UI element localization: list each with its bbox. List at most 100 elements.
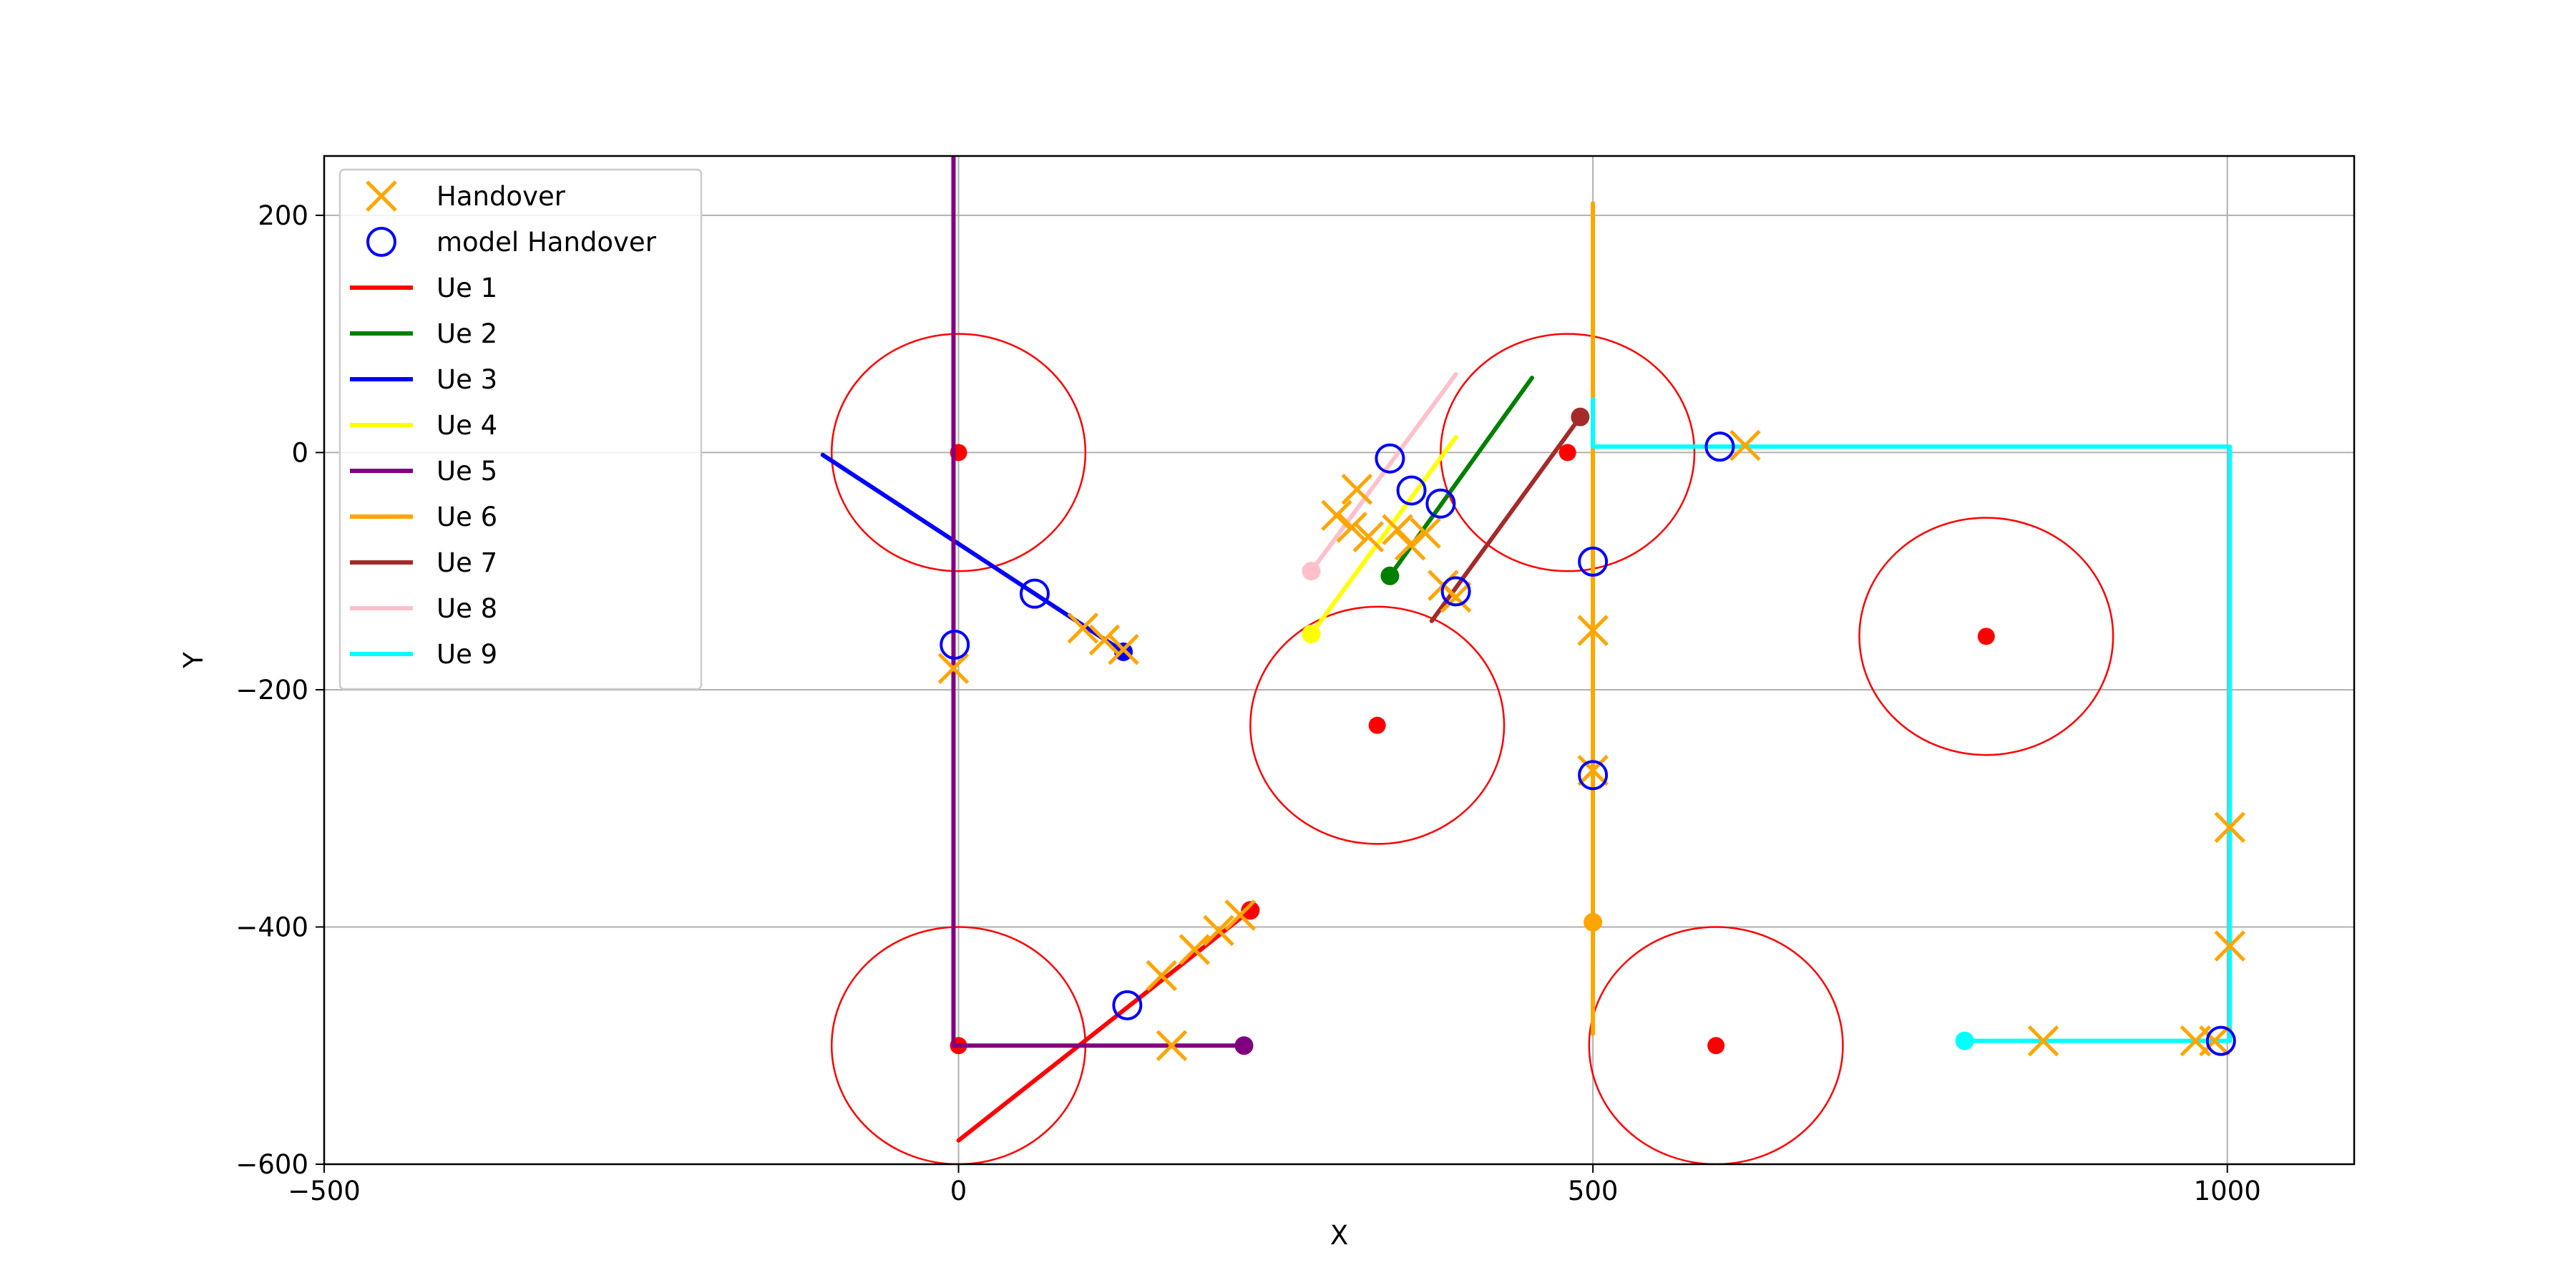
- ue-start-point: [1241, 901, 1260, 920]
- model-handover-marker: [1425, 488, 1456, 519]
- handover-marker: [1410, 517, 1441, 549]
- legend-entry: Handover: [366, 180, 566, 212]
- model-handover-marker: [1019, 578, 1050, 609]
- ue-line: [1591, 396, 2233, 1043]
- x-tick-label: 0: [950, 1176, 967, 1206]
- legend-label: Ue 5: [436, 456, 497, 487]
- legend-x-icon: [366, 180, 397, 212]
- ue-line: [1429, 414, 1583, 623]
- legend-entry: Ue 4: [350, 410, 497, 441]
- handover-marker: [1336, 512, 1367, 543]
- model-handover-marker: [1440, 576, 1471, 607]
- model-handover-marker: [1578, 546, 1609, 577]
- legend-entry: Ue 6: [350, 502, 497, 532]
- ue-line: [956, 908, 1253, 1143]
- y-tick-label: −600: [235, 1149, 308, 1180]
- handover-marker: [1395, 529, 1426, 561]
- ue-line: [1309, 434, 1458, 636]
- model-handover-marker: [1396, 475, 1427, 506]
- handover-marker: [2214, 811, 2246, 843]
- x-tick-label: 500: [1568, 1176, 1619, 1206]
- base-station-dot: [1368, 716, 1386, 734]
- ue-start-point: [1234, 1036, 1254, 1055]
- handover-marker: [1067, 612, 1099, 644]
- ue-start-point: [1380, 566, 1400, 585]
- handover-marker: [1352, 521, 1385, 552]
- handover-marker: [1156, 1030, 1188, 1062]
- legend-label: Ue 2: [436, 318, 497, 349]
- handover-marker: [1224, 899, 1256, 931]
- handover-marker: [1382, 514, 1413, 545]
- ue-start-point: [1302, 625, 1321, 644]
- handover-marker: [1146, 960, 1178, 992]
- handover-marker: [2214, 930, 2246, 962]
- handover-marker: [1108, 633, 1139, 665]
- legend-label: Ue 4: [436, 410, 497, 441]
- coverage-circle: [831, 333, 1087, 572]
- base-station-dot: [1707, 1037, 1725, 1055]
- coverage-circle: [1588, 926, 1844, 1164]
- legend-label: Handover: [436, 181, 566, 212]
- legend-entry: model Handover: [366, 227, 657, 258]
- axis-ticks: −500 0 500 1000 −600 −400 −200 0 200: [235, 200, 2260, 1206]
- handover-marker: [2199, 1025, 2230, 1057]
- x-tick-label: −500: [288, 1176, 361, 1206]
- legend-label: Ue 1: [436, 273, 497, 303]
- legend-label: model Handover: [436, 227, 657, 258]
- ue-trajectories: [820, 156, 2233, 1143]
- model-handover-marker: [1112, 990, 1143, 1020]
- y-tick-label: 200: [258, 200, 308, 231]
- coverage-circle: [1858, 517, 2114, 756]
- legend-label: Ue 9: [436, 639, 497, 670]
- handover-marker: [1440, 581, 1472, 613]
- y-axis-label: Y: [178, 652, 209, 669]
- base-station-dot: [1558, 444, 1576, 462]
- plot-frame: [323, 155, 2356, 1166]
- y-tick-label: −200: [235, 675, 308, 706]
- handover-marker: [2027, 1025, 2059, 1057]
- handover-marker: [937, 653, 970, 684]
- handover-marker: [1577, 754, 1609, 786]
- legend-entry: Ue 8: [350, 593, 497, 624]
- y-tick-label: 0: [291, 437, 308, 468]
- legend-box: [338, 168, 703, 691]
- coverage-circle: [1440, 333, 1696, 572]
- handover-markers: [937, 429, 2246, 1062]
- model-handover-marker: [1375, 443, 1405, 474]
- legend-circle-icon: [366, 227, 396, 257]
- legend: Handover model Handover Ue 1 Ue 2 Ue 3 Ue 4 Ue…: [338, 168, 703, 691]
- legend-entry: Ue 3: [350, 364, 497, 395]
- legend-entry: Ue 9: [350, 639, 497, 670]
- ue-start-point: [1302, 562, 1321, 581]
- model-handover-marker: [2205, 1025, 2236, 1056]
- handover-marker: [1321, 499, 1352, 532]
- legend-label: Ue 3: [436, 364, 497, 395]
- legend-label: Ue 8: [436, 593, 497, 624]
- model-handover-marker: [940, 629, 970, 660]
- handover-marker: [1088, 624, 1121, 656]
- legend-entry: Ue 7: [350, 547, 497, 578]
- x-axis-label: X: [1330, 1220, 1348, 1251]
- legend-entry: Ue 2: [350, 318, 497, 349]
- coverage-circle: [1249, 605, 1506, 845]
- model-handover-marker: [1704, 431, 1735, 462]
- ue-start-point: [1571, 407, 1590, 426]
- model-handover-marker: [1578, 760, 1609, 791]
- handover-marker: [1341, 474, 1373, 505]
- legend-entry: Ue 1: [350, 273, 497, 303]
- base-station-dot: [1977, 628, 1995, 645]
- handover-marker: [1179, 934, 1211, 965]
- y-tick-label: −400: [235, 912, 308, 942]
- x-tick-label: 1000: [2194, 1176, 2261, 1206]
- base-station-coverage: [831, 333, 2114, 1164]
- ue-line: [951, 156, 1246, 1048]
- legend-label: Ue 6: [436, 502, 497, 532]
- legend-label: Ue 7: [436, 547, 497, 578]
- handover-marker: [1203, 914, 1234, 947]
- ue-line: [1309, 372, 1458, 574]
- ue-start-point: [1955, 1031, 1974, 1050]
- ue-start-point: [1584, 912, 1603, 932]
- handover-marker: [1577, 615, 1609, 646]
- legend-entry: Ue 5: [350, 456, 497, 487]
